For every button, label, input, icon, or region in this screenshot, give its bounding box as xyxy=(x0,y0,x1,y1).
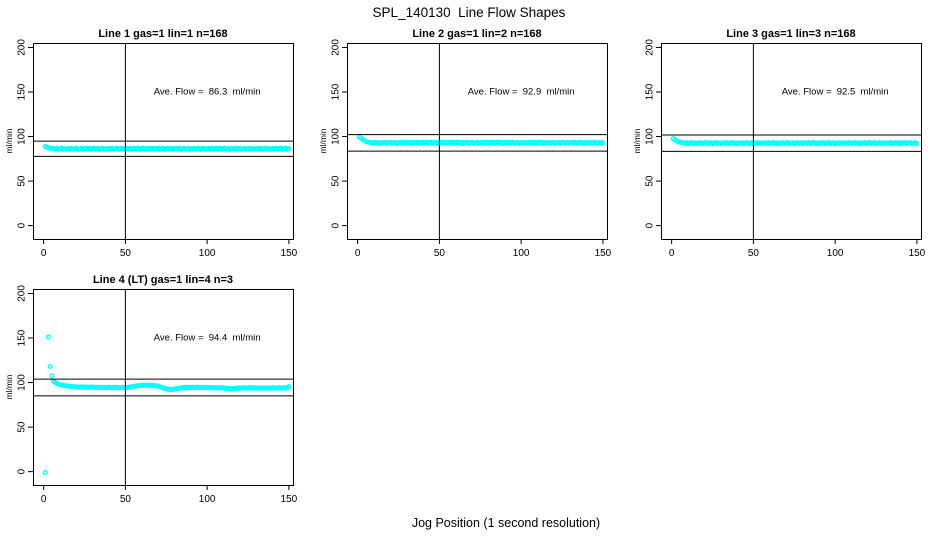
y-axis-label: ml/min xyxy=(4,128,14,153)
x-tick-label: 0 xyxy=(355,248,361,259)
data-points xyxy=(42,334,292,476)
panel-line-4: 0 50 100 150 0 50 100 150 200 ml/min Line 4 (LT) g… xyxy=(4,274,298,505)
data-points xyxy=(42,143,292,152)
main-title: SPL_140130 Line Flow Shapes xyxy=(373,5,566,20)
panel-line-2: 0 50 100 150 0 50 100 150 200 ml/min Line 2 gas=1 … xyxy=(318,28,612,259)
x-tick-label: 0 xyxy=(669,248,675,259)
x-tick-label: 100 xyxy=(827,248,844,259)
y-tick-label: 100 xyxy=(17,374,28,391)
y-tick-label: 200 xyxy=(17,39,28,56)
plot-border xyxy=(347,43,608,240)
reference-lines xyxy=(347,43,607,239)
y-tick-label: 200 xyxy=(17,285,28,302)
y-tick-label: 150 xyxy=(17,83,28,100)
panel-line-3: 0 50 100 150 0 50 100 150 200 ml/min Line 3 gas=1 … xyxy=(632,28,926,259)
x-tick-label: 150 xyxy=(281,494,298,505)
y-axis-label: ml/min xyxy=(4,374,14,399)
x-tick-label: 50 xyxy=(434,248,446,259)
x-tick-label: 50 xyxy=(120,248,132,259)
y-tick-label: 50 xyxy=(17,421,28,433)
average-flow-annotation: Ave. Flow = 94.4 ml/min xyxy=(154,333,261,344)
y-tick-label: 200 xyxy=(645,39,656,56)
x-tick-label: 100 xyxy=(513,248,530,259)
panel-title: Line 3 gas=1 lin=3 n=168 xyxy=(726,28,855,40)
x-tick-label: 0 xyxy=(41,248,47,259)
x-axis-ticks: 0 50 100 150 xyxy=(41,485,298,505)
plot-border xyxy=(661,43,922,240)
x-axis-ticks: 0 50 100 150 xyxy=(355,239,612,259)
reference-lines xyxy=(33,43,293,239)
x-tick-label: 150 xyxy=(595,248,612,259)
x-axis-label: Jog Position (1 second resolution) xyxy=(412,516,600,530)
y-tick-label: 0 xyxy=(17,468,28,474)
y-tick-label: 50 xyxy=(645,175,656,187)
average-flow-annotation: Ave. Flow = 92.5 ml/min xyxy=(782,87,889,98)
y-axis-label: ml/min xyxy=(318,128,328,153)
y-tick-label: 100 xyxy=(331,128,342,145)
x-tick-label: 150 xyxy=(281,248,298,259)
y-tick-label: 150 xyxy=(17,329,28,346)
panel-title: Line 1 gas=1 lin=1 n=168 xyxy=(98,28,227,40)
y-axis-ticks: 0 50 100 150 200 xyxy=(331,39,347,228)
x-tick-label: 0 xyxy=(41,494,47,505)
x-tick-label: 150 xyxy=(909,248,926,259)
y-tick-label: 100 xyxy=(645,128,656,145)
panel-line-1: 0 50 100 150 0 50 100 150 200 ml/min Line 1 gas=1 … xyxy=(4,28,298,259)
data-points xyxy=(356,134,606,146)
average-flow-annotation: Ave. Flow = 86.3 ml/min xyxy=(154,87,261,98)
x-tick-label: 100 xyxy=(199,494,216,505)
plot-border xyxy=(33,289,294,486)
x-axis-ticks: 0 50 100 150 xyxy=(669,239,926,259)
y-tick-label: 50 xyxy=(331,175,342,187)
data-points xyxy=(670,136,920,147)
average-flow-annotation: Ave. Flow = 92.9 ml/min xyxy=(468,87,575,98)
y-axis-ticks: 0 50 100 150 200 xyxy=(17,285,33,474)
x-tick-label: 50 xyxy=(120,494,132,505)
panel-title: Line 4 (LT) gas=1 lin=4 n=3 xyxy=(93,274,233,286)
y-axis-ticks: 0 50 100 150 200 xyxy=(17,39,33,228)
y-tick-label: 150 xyxy=(645,83,656,100)
y-tick-label: 50 xyxy=(17,175,28,187)
y-tick-label: 200 xyxy=(331,39,342,56)
reference-lines xyxy=(661,43,921,239)
y-tick-label: 150 xyxy=(331,83,342,100)
plot-border xyxy=(33,43,294,240)
y-tick-label: 100 xyxy=(17,128,28,145)
y-axis-ticks: 0 50 100 150 200 xyxy=(645,39,661,228)
y-tick-label: 0 xyxy=(331,222,342,228)
x-axis-ticks: 0 50 100 150 xyxy=(41,239,298,259)
reference-lines xyxy=(33,289,293,485)
y-axis-label: ml/min xyxy=(632,128,642,153)
x-tick-label: 50 xyxy=(748,248,760,259)
panel-title: Line 2 gas=1 lin=2 n=168 xyxy=(412,28,541,40)
x-tick-label: 100 xyxy=(199,248,216,259)
y-tick-label: 0 xyxy=(645,222,656,228)
y-tick-label: 0 xyxy=(17,222,28,228)
